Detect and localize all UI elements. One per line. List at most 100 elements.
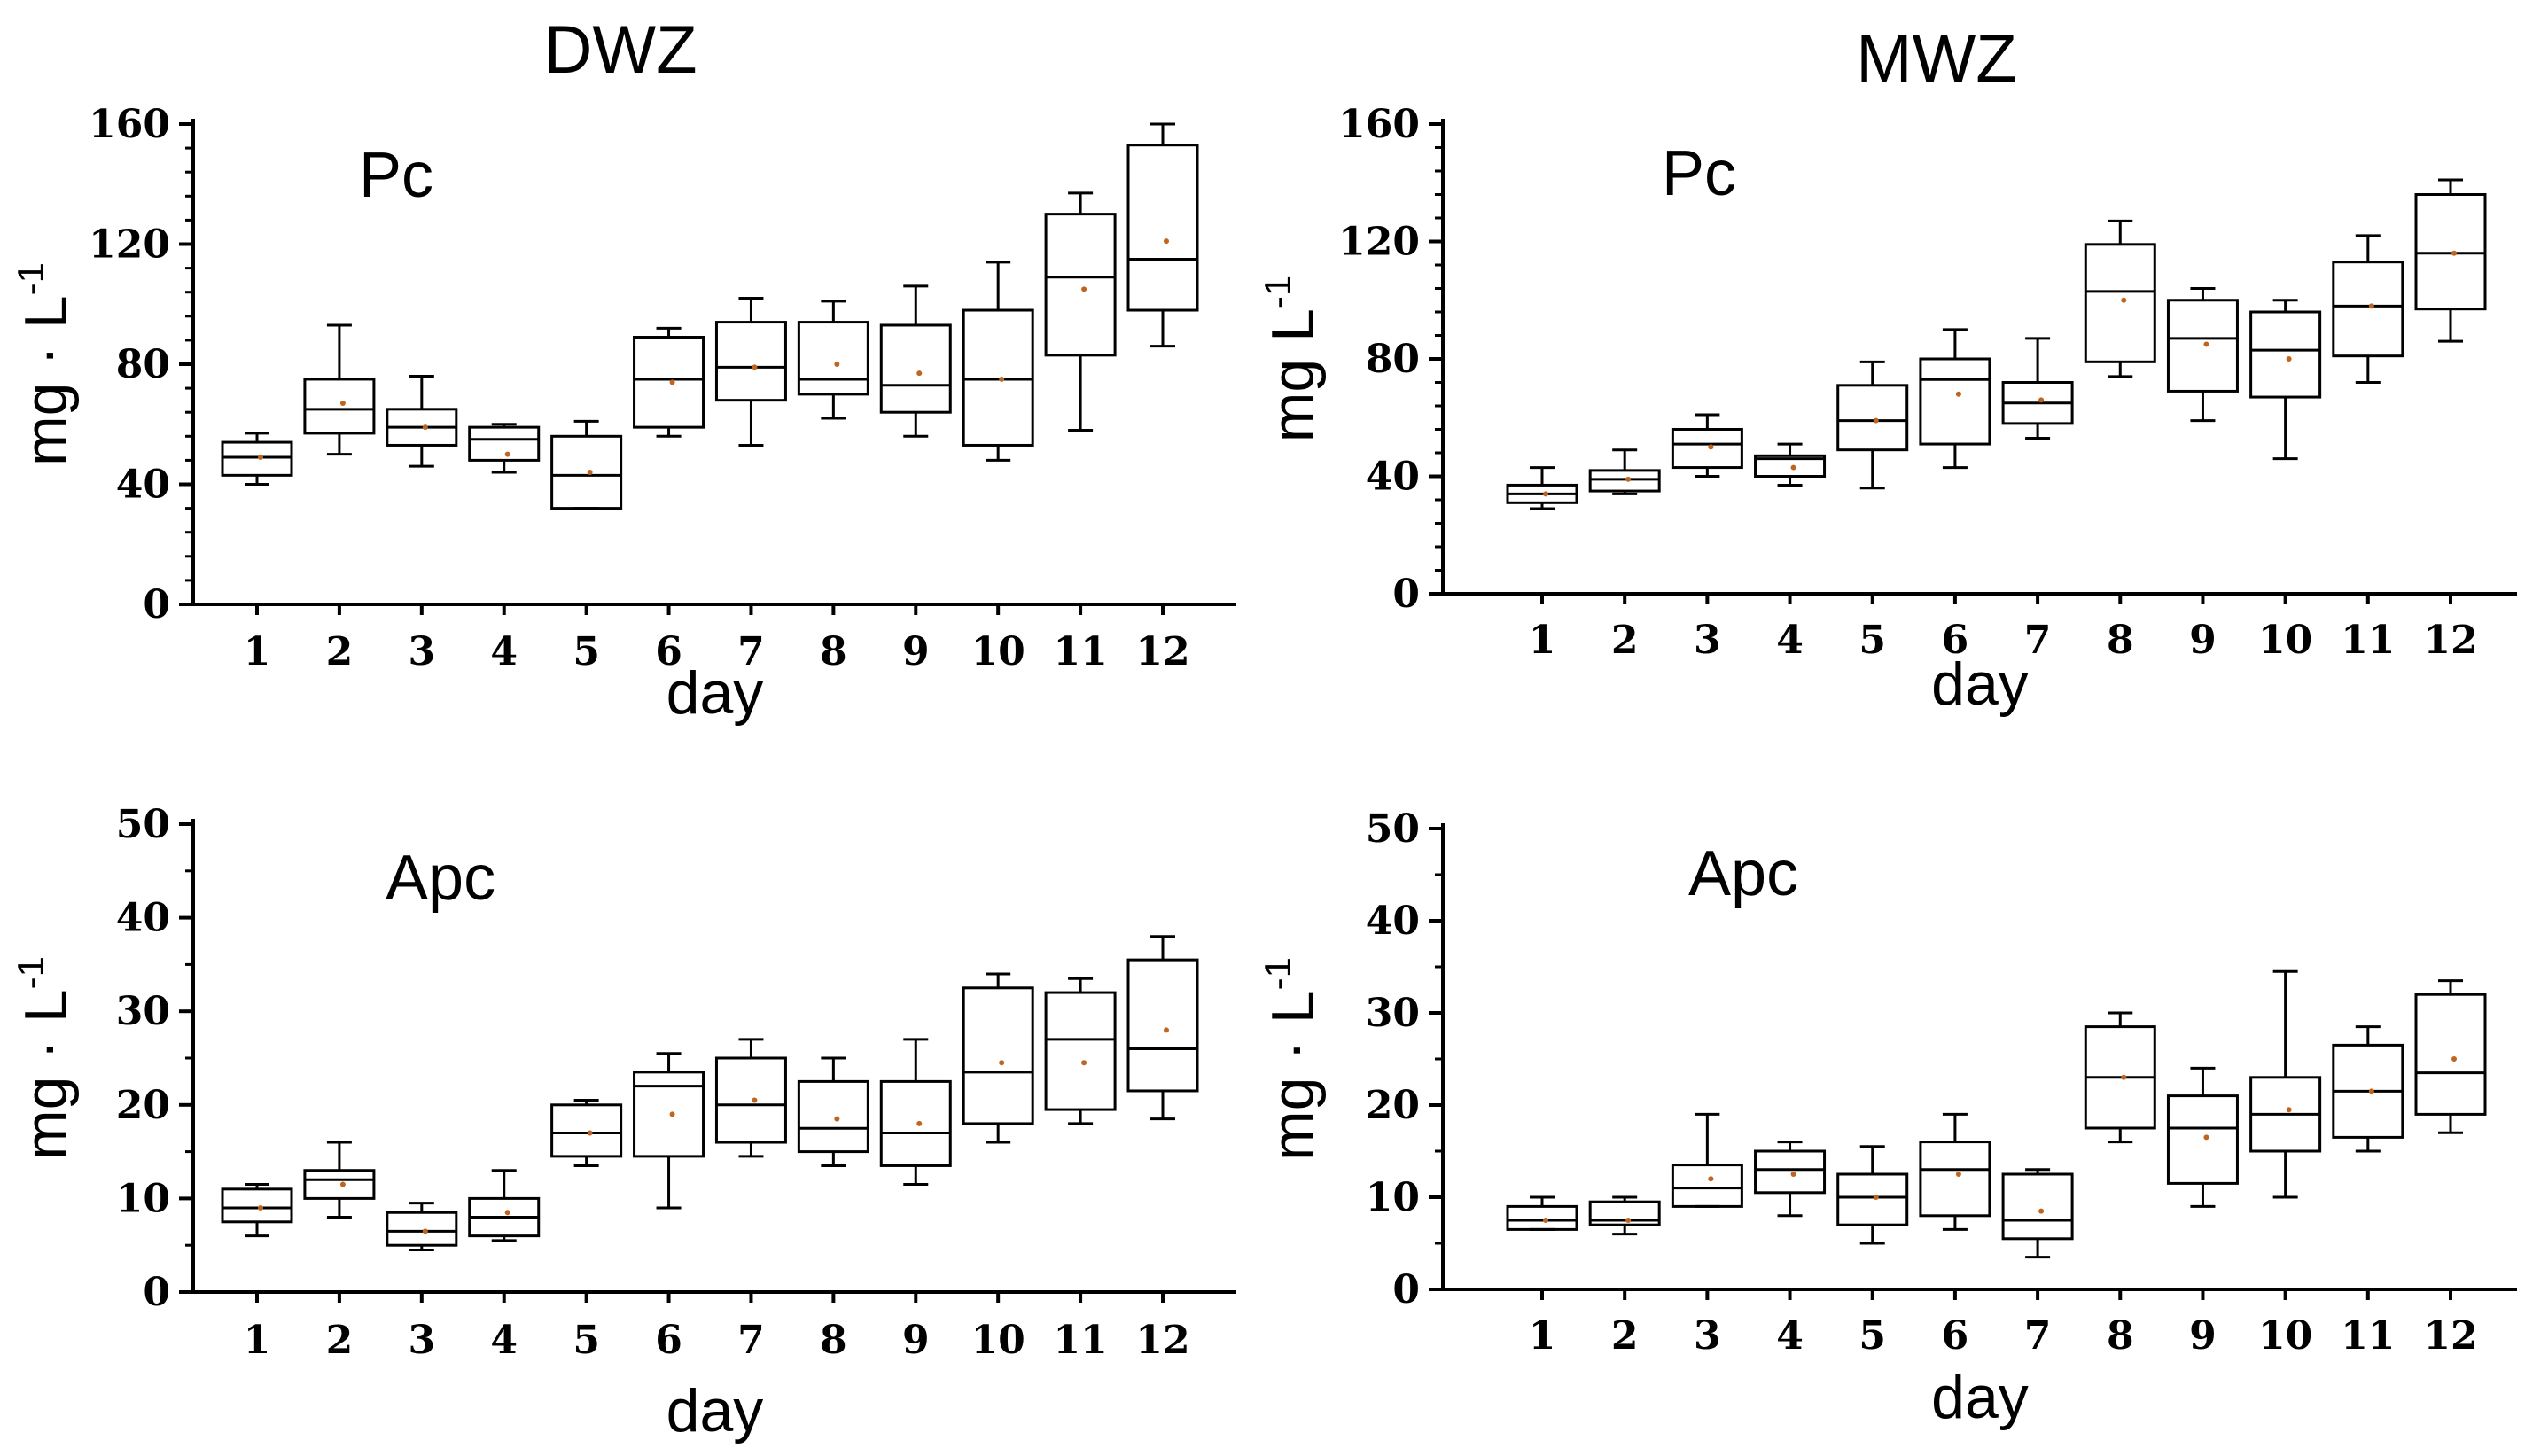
x-tick-label: 3 (409, 629, 436, 674)
box-day-1 (221, 1183, 293, 1238)
box-iqr (962, 308, 1034, 447)
x-axis-title: day (666, 659, 764, 727)
box-day-9 (879, 284, 952, 438)
box-day-9 (879, 1038, 952, 1187)
x-tick-label: 9 (2189, 1313, 2217, 1359)
mean-marker (752, 364, 758, 370)
box-day-11 (2332, 234, 2404, 384)
mean-marker (2368, 303, 2374, 309)
box-day-4 (1754, 1141, 1827, 1218)
box-day-11 (1044, 977, 1117, 1125)
mean-marker (2038, 1208, 2045, 1214)
mean-marker (669, 379, 675, 385)
box-day-3 (386, 1202, 458, 1251)
box-day-8 (797, 300, 869, 420)
box-day-6 (633, 326, 705, 438)
y-axis-title-superscript: -1 (10, 956, 51, 989)
y-axis-title-text: mg L (1259, 308, 1327, 442)
box-iqr (468, 425, 541, 462)
box-iqr (1836, 1172, 1909, 1226)
mean-marker (422, 1228, 428, 1234)
mean-marker (2368, 1088, 2374, 1094)
box-iqr (633, 1071, 705, 1158)
box-day-2 (303, 323, 376, 456)
box-day-2 (1588, 1195, 1661, 1236)
x-tick-label: 6 (1942, 1313, 1969, 1359)
y-tick-label: 10 (116, 1176, 170, 1221)
box-day-12 (1126, 122, 1199, 348)
mean-marker (1625, 1218, 1632, 1223)
box-day-11 (1044, 191, 1117, 432)
mean-marker (1790, 464, 1796, 471)
mean-marker (1955, 1172, 1961, 1177)
box-day-1 (221, 432, 293, 486)
y-tick-label: 20 (1366, 1083, 1420, 1128)
y-axis-title: mg · L-1 (10, 956, 80, 1160)
x-tick-label: 2 (1611, 618, 1639, 663)
box-day-12 (1126, 935, 1199, 1121)
panel-label: Apc (386, 843, 495, 914)
box-day-5 (550, 419, 623, 510)
y-tick-label: 160 (89, 102, 170, 147)
x-tick-label: 8 (2107, 618, 2134, 663)
box-day-3 (1671, 413, 1743, 478)
box-day-4 (468, 1169, 541, 1242)
mean-marker (504, 1210, 510, 1216)
x-tick-label: 3 (409, 1318, 436, 1363)
x-axis-title: day (1931, 1364, 2029, 1431)
box-day-2 (1588, 448, 1661, 495)
x-tick-label: 12 (1135, 629, 1189, 674)
y-axis-title: mg · L-1 (1257, 957, 1327, 1161)
box-iqr (550, 434, 623, 510)
mean-marker (339, 1181, 346, 1187)
y-tick-label: 0 (143, 582, 170, 627)
mean-marker (999, 376, 1005, 382)
mean-marker (1543, 1218, 1548, 1223)
box-iqr (2166, 299, 2239, 393)
x-tick-label: 7 (2024, 618, 2052, 663)
box-iqr (2166, 1094, 2239, 1185)
mean-marker (2286, 356, 2292, 362)
y-tick-label: 40 (1366, 455, 1420, 500)
box-iqr (221, 1187, 293, 1224)
x-tick-label: 2 (326, 629, 354, 674)
box-day-7 (714, 296, 787, 447)
box-day-12 (2414, 178, 2487, 343)
x-tick-label: 8 (820, 629, 847, 674)
y-axis-title-superscript: -1 (1257, 957, 1298, 990)
box-iqr (1754, 1149, 1827, 1195)
box-day-5 (550, 1099, 623, 1167)
box-day-5 (1836, 1145, 1909, 1245)
box-day-8 (2084, 1011, 2156, 1144)
box-day-1 (1506, 1195, 1578, 1231)
x-tick-label: 4 (490, 629, 518, 674)
x-tick-label: 9 (902, 1318, 930, 1363)
y-tick-label: 0 (143, 1270, 170, 1315)
y-tick-label: 0 (1392, 1267, 1420, 1312)
box-iqr (714, 1056, 787, 1144)
x-tick-label: 7 (737, 629, 765, 674)
y-tick-label: 40 (116, 896, 170, 941)
x-tick-label: 4 (490, 1318, 518, 1363)
y-tick-label: 30 (1366, 991, 1420, 1036)
x-tick-label: 5 (1859, 1313, 1886, 1359)
box-day-12 (2414, 979, 2487, 1134)
box-iqr (633, 336, 705, 429)
box-day-9 (2166, 1066, 2239, 1208)
y-tick-label: 40 (1366, 899, 1420, 944)
y-tick-label: 50 (116, 802, 170, 847)
box-day-10 (962, 972, 1034, 1144)
mean-marker (2203, 1134, 2209, 1141)
x-axis-title: day (666, 1377, 764, 1444)
mean-marker (1543, 491, 1548, 497)
mean-marker (916, 1120, 923, 1126)
mean-marker (2121, 1074, 2127, 1080)
column-title-dwz: DWZ (543, 12, 697, 88)
x-tick-label: 3 (1694, 618, 1721, 663)
x-tick-label: 5 (573, 1318, 600, 1363)
y-tick-label: 120 (89, 222, 170, 268)
x-tick-label: 10 (971, 1318, 1025, 1363)
